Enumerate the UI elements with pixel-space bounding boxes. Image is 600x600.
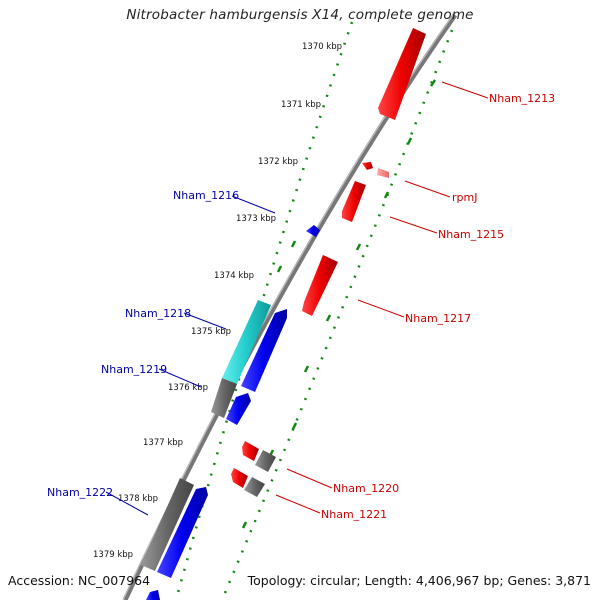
- gene-labels: Nham_1213 rpmJ Nham_1215 Nham_1217 Nham_…: [47, 92, 555, 521]
- gene-bottom-blue[interactable]: [146, 590, 160, 600]
- gene-nham-1221-grey[interactable]: [244, 477, 265, 497]
- gene-label-nham-1216[interactable]: Nham_1216: [173, 189, 239, 202]
- gene-label-nham-1218[interactable]: Nham_1218: [125, 307, 191, 320]
- gene-label-nham-1221[interactable]: Nham_1221: [321, 508, 387, 521]
- gene-nham-1222[interactable]: [157, 487, 208, 578]
- gene-nham-1220-grey[interactable]: [255, 450, 276, 472]
- gene-nham-1215[interactable]: [342, 181, 366, 222]
- gene-nham-1218[interactable]: [222, 300, 271, 384]
- gene-nham-1219[interactable]: [241, 309, 287, 392]
- gene-label-nham-1215[interactable]: Nham_1215: [438, 228, 504, 241]
- gene-nham-1216[interactable]: [306, 225, 320, 237]
- gene-nham-1222-grey[interactable]: [141, 478, 194, 571]
- kbp-tick-label: 1379 kbp: [93, 550, 133, 560]
- gene-label-nham-1220[interactable]: Nham_1220: [333, 482, 399, 495]
- gene-label-nham-1219[interactable]: Nham_1219: [101, 363, 167, 376]
- kbp-tick-label: 1372 kbp: [258, 157, 298, 167]
- label-leaders: [105, 81, 489, 516]
- kbp-tick-label: 1378 kbp: [118, 494, 158, 504]
- gene-label-nham-1213[interactable]: Nham_1213: [489, 92, 555, 105]
- kbp-ticks: 1370 kbp 1371 kbp 1372 kbp 1373 kbp 1374…: [93, 42, 342, 560]
- kbp-tick-label: 1371 kbp: [281, 100, 321, 110]
- kbp-tick-label: 1376 kbp: [168, 383, 208, 393]
- kbp-tick-label: 1377 kbp: [143, 438, 183, 448]
- reverse-genes: [141, 225, 320, 600]
- forward-genes: [231, 28, 426, 497]
- accession-text: Accession: NC_007964: [8, 573, 151, 588]
- gc-track-right: [220, 29, 454, 600]
- gene-label-nham-1222[interactable]: Nham_1222: [47, 486, 113, 499]
- gene-label-rpmj[interactable]: rpmJ: [452, 191, 477, 204]
- gene-rpmj-b[interactable]: [377, 168, 389, 178]
- gene-nham-1220-red[interactable]: [242, 441, 259, 461]
- gene-label-nham-1217[interactable]: Nham_1217: [405, 312, 471, 325]
- kbp-tick-label: 1370 kbp: [302, 42, 342, 52]
- gene-nham-1219-lower[interactable]: [226, 393, 251, 425]
- kbp-tick-label: 1374 kbp: [214, 271, 254, 281]
- gene-nham-1218-grey[interactable]: [211, 378, 237, 418]
- gene-nham-1221-red[interactable]: [231, 468, 248, 488]
- kbp-tick-label: 1373 kbp: [236, 214, 276, 224]
- map-title: Nitrobacter hamburgensis X14, complete g…: [126, 7, 474, 23]
- gene-nham-1217[interactable]: [302, 255, 338, 316]
- gene-nham-1213[interactable]: [378, 28, 426, 120]
- genome-summary-text: Topology: circular; Length: 4,406,967 bp…: [247, 573, 591, 588]
- gene-rpmj-a[interactable]: [362, 162, 373, 170]
- kbp-tick-label: 1375 kbp: [191, 327, 231, 337]
